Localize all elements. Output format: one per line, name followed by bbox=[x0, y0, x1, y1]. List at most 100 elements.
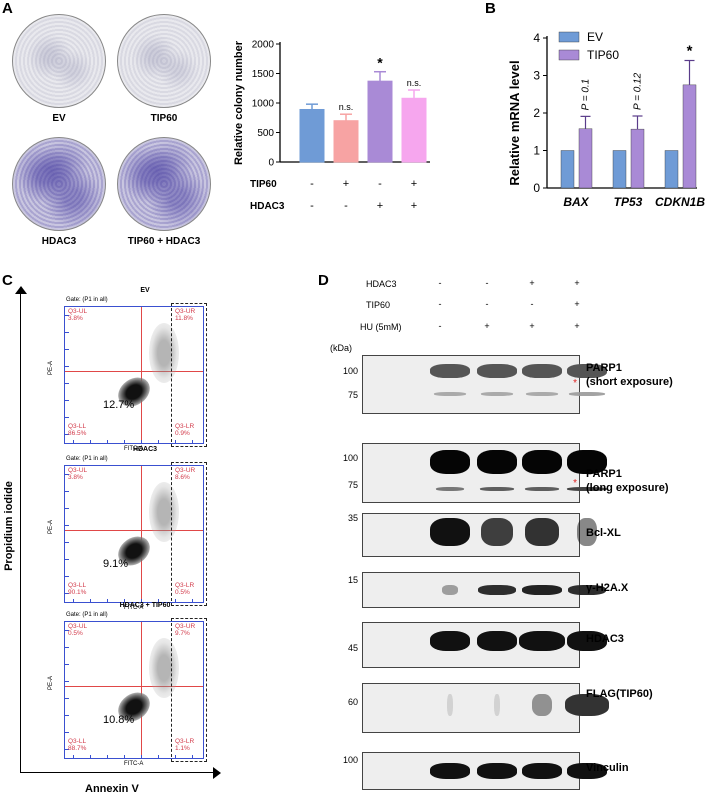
flow-plot-title: EV bbox=[140, 287, 150, 294]
axis-tick bbox=[65, 383, 69, 384]
quadrant-lr: Q3-LR 0.9% bbox=[175, 423, 195, 437]
y-axis-label: Relative colony number bbox=[233, 40, 245, 165]
row-label-hdac3: HDAC3 bbox=[250, 201, 285, 212]
quadrant-ll: Q3-LL 86.5% bbox=[68, 423, 87, 437]
legend-label-tip60: TIP60 bbox=[587, 48, 619, 62]
blot-5 bbox=[362, 622, 607, 668]
protein-band bbox=[430, 450, 470, 474]
p-value-label: P = 0.12 bbox=[633, 72, 644, 110]
tip60-sign: - bbox=[310, 178, 314, 190]
protein-band bbox=[430, 518, 470, 546]
pi-axis-line bbox=[20, 290, 22, 772]
quadrant-line-h bbox=[65, 686, 203, 687]
protein-band bbox=[430, 631, 470, 651]
bar-ev-bax bbox=[560, 150, 575, 189]
axis-tick bbox=[73, 599, 74, 603]
significance-label: n.s. bbox=[339, 102, 354, 112]
bar-tip60-bax bbox=[578, 128, 593, 189]
axis-tick bbox=[65, 698, 69, 699]
axis-tick bbox=[90, 440, 91, 444]
axis-tick bbox=[65, 542, 69, 543]
mw-marker: 75 bbox=[347, 480, 358, 490]
protein-band bbox=[478, 585, 516, 595]
annexin-axis-label: Annexin V bbox=[85, 783, 139, 795]
condition-label-hu-5mm-: HU (5mM) bbox=[360, 322, 402, 332]
axis-tick bbox=[141, 755, 142, 759]
protein-band bbox=[577, 518, 597, 546]
flow-plot-box: Q3-UL 3.8% Q3-UR 8.6% Q3-LL 90.1% Q3-LR 0.5… bbox=[64, 465, 204, 603]
panel-letter-a: A bbox=[2, 0, 13, 17]
axis-tick bbox=[107, 440, 108, 444]
axis-tick bbox=[158, 440, 159, 444]
quadrant-ur: Q3-UR 9.7% bbox=[175, 623, 196, 637]
protein-band bbox=[526, 392, 558, 396]
axis-tick bbox=[158, 599, 159, 603]
condition-sign: - bbox=[438, 278, 442, 288]
axis-tick bbox=[65, 400, 69, 401]
axis-tick bbox=[107, 755, 108, 759]
pi-axis-arrow bbox=[15, 286, 27, 294]
blot-2: * bbox=[362, 443, 607, 503]
blot-3 bbox=[362, 513, 597, 557]
plate-label-tip60: TIP60 bbox=[150, 113, 178, 124]
plate-label-ev: EV bbox=[52, 113, 66, 124]
protein-band bbox=[568, 585, 606, 595]
quadrant-line-h bbox=[65, 530, 203, 531]
colony-plate-ev bbox=[12, 14, 106, 108]
mw-marker: 35 bbox=[347, 513, 358, 523]
axis-tick bbox=[65, 315, 69, 316]
condition-sign: - bbox=[438, 321, 442, 331]
bar-hdac3 bbox=[367, 80, 393, 163]
axis-tick bbox=[124, 755, 125, 759]
legend-label-ev: EV bbox=[587, 30, 603, 44]
axis-tick bbox=[65, 576, 69, 577]
blot-label-1: PARP1 (short exposure) bbox=[586, 362, 673, 388]
x-category-label: TP53 bbox=[614, 195, 643, 209]
protein-band bbox=[522, 585, 562, 595]
condition-sign: + bbox=[529, 278, 535, 288]
y-tick-label: 2 bbox=[533, 106, 540, 120]
axis-tick bbox=[65, 647, 69, 648]
protein-band bbox=[567, 450, 607, 474]
axis-tick bbox=[175, 440, 176, 444]
quadrant-ul: Q3-UL 3.8% bbox=[68, 308, 88, 322]
condition-label-tip60: TIP60 bbox=[366, 300, 391, 310]
row-label-tip60: TIP60 bbox=[250, 179, 277, 190]
annexin-axis-arrow bbox=[213, 767, 221, 779]
quadrant-line-v bbox=[141, 466, 142, 602]
axis-tick bbox=[65, 749, 69, 750]
flow-x-axis-label: FITC-A bbox=[124, 605, 144, 611]
flow-gate-label: Gate: (P1 in all) bbox=[66, 456, 108, 462]
axis-tick bbox=[73, 755, 74, 759]
protein-band bbox=[477, 364, 517, 378]
pi-axis-label: Propidium iodide bbox=[2, 481, 15, 571]
event-scatter bbox=[149, 323, 179, 383]
condition-sign: - bbox=[485, 278, 489, 288]
protein-band bbox=[522, 364, 562, 378]
cleaved-parp1-asterisk: * bbox=[573, 478, 577, 489]
protein-band bbox=[480, 487, 514, 491]
y-tick-label: 500 bbox=[257, 128, 274, 139]
blot-label-2: PARP1 (long exposure) bbox=[586, 468, 669, 494]
bar-tip60-hdac3 bbox=[401, 97, 427, 163]
mw-marker: 75 bbox=[347, 390, 358, 400]
condition-sign: - bbox=[530, 299, 534, 309]
protein-band bbox=[430, 364, 470, 378]
quadrant-ur: Q3-UR 11.8% bbox=[175, 308, 196, 322]
significance-label: * bbox=[377, 55, 383, 71]
protein-band bbox=[447, 694, 453, 716]
axis-tick bbox=[65, 593, 69, 594]
quadrant-ll: Q3-LL 88.7% bbox=[68, 738, 87, 752]
flow-y-axis-label: PE-A bbox=[48, 360, 55, 376]
axis-tick bbox=[65, 349, 69, 350]
flow-plot-title: HDAC3 bbox=[132, 446, 158, 453]
panel-letter-d: D bbox=[318, 272, 329, 289]
protein-band bbox=[567, 631, 607, 651]
colony-plate-hdac3 bbox=[12, 137, 106, 231]
apoptosis-percent: 9.1% bbox=[103, 558, 129, 570]
y-tick-label: 0 bbox=[268, 158, 274, 169]
protein-band bbox=[481, 518, 513, 546]
axis-tick bbox=[175, 599, 176, 603]
axis-tick bbox=[65, 525, 69, 526]
protein-band bbox=[477, 450, 517, 474]
